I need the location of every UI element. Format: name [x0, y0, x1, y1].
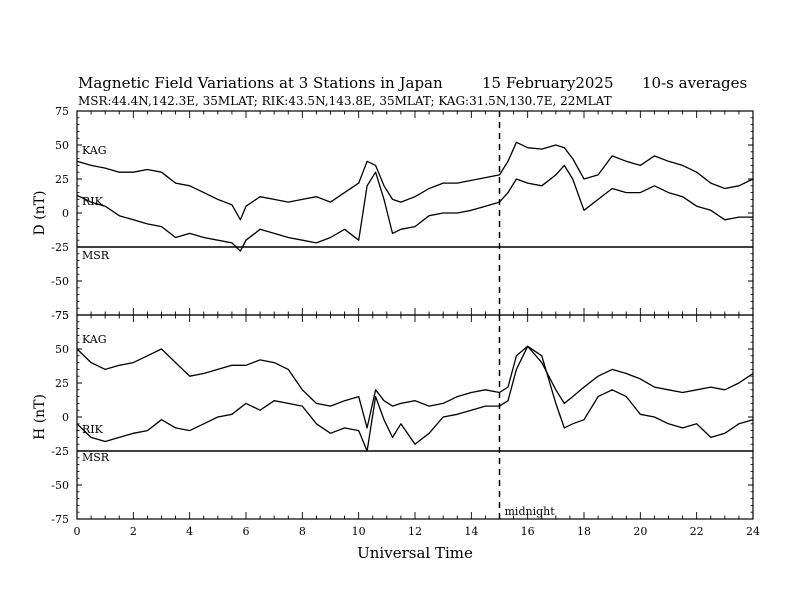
top-panel-series-kag	[76, 141, 754, 221]
chart-title: Magnetic Field Variations at 3 Stations …	[78, 74, 443, 92]
top-panel-ytick-label: 75	[55, 105, 69, 118]
xtick-label: 18	[577, 525, 591, 538]
x-axis-label: Universal Time	[357, 544, 473, 562]
plot-panels: 75 50 25 0 -25 -50 -75 D (nT) KAG RIK MSR 75 50 25 0 -2…	[32, 105, 760, 562]
xtick-label: 12	[408, 525, 422, 538]
bottom-panel-ytick-label: -75	[51, 513, 69, 526]
bottom-panel-station-label-msr: MSR	[82, 451, 110, 464]
xtick-label: 20	[633, 525, 647, 538]
top-panel-series-rik	[76, 164, 753, 252]
midnight-annotation: midnight	[505, 505, 556, 518]
top-panel-ytick-label: -25	[51, 241, 69, 254]
xtick-label: 0	[74, 525, 81, 538]
bottom-panel-series-kag	[76, 345, 754, 429]
top-panel-station-label-msr: MSR	[82, 249, 110, 262]
bottom-panel-ytick-label: 25	[55, 377, 69, 390]
top-panel-ylabel: D (nT)	[32, 191, 48, 236]
bottom-panel-station-label-rik: RIK	[82, 423, 104, 436]
xtick-label: 8	[299, 525, 306, 538]
top-panel-ytick-label: -50	[51, 275, 69, 288]
xtick-label: 24	[746, 525, 760, 538]
top-panel-station-label-rik: RIK	[82, 195, 104, 208]
stations-info: MSR:44.4N,142.3E, 35MLAT; RIK:43.5N,143.…	[78, 94, 612, 108]
top-panel-ytick-label: -75	[51, 309, 69, 322]
top-panel-station-label-kag: KAG	[82, 144, 107, 157]
bottom-panel-ytick-label: 50	[55, 343, 69, 356]
chart-averaging: 10-s averages	[642, 74, 747, 92]
top-panel-ytick-label: 0	[62, 207, 69, 220]
xtick-label: 22	[690, 525, 704, 538]
top-panel-frame	[76, 110, 754, 316]
xtick-label: 16	[521, 525, 535, 538]
xtick-label: 6	[243, 525, 250, 538]
xtick-label: 10	[352, 525, 366, 538]
bottom-panel-ytick-label: 75	[55, 309, 69, 322]
bottom-panel-ytick-label: -50	[51, 479, 69, 492]
bottom-panel-ytick-label: 0	[62, 411, 69, 424]
top-panel-ytick-label: 50	[55, 139, 69, 152]
bottom-panel-series-rik	[76, 345, 754, 452]
xtick-label: 14	[464, 525, 478, 538]
bottom-panel-ytick-label: -25	[51, 445, 69, 458]
xtick-label: 4	[186, 525, 193, 538]
xtick-label: 2	[130, 525, 137, 538]
bottom-panel-station-label-kag: KAG	[82, 333, 107, 346]
bottom-panel-ylabel: H (nT)	[32, 394, 48, 440]
chart-date: 15 February2025	[482, 74, 614, 92]
top-panel-ytick-label: 25	[55, 173, 69, 186]
